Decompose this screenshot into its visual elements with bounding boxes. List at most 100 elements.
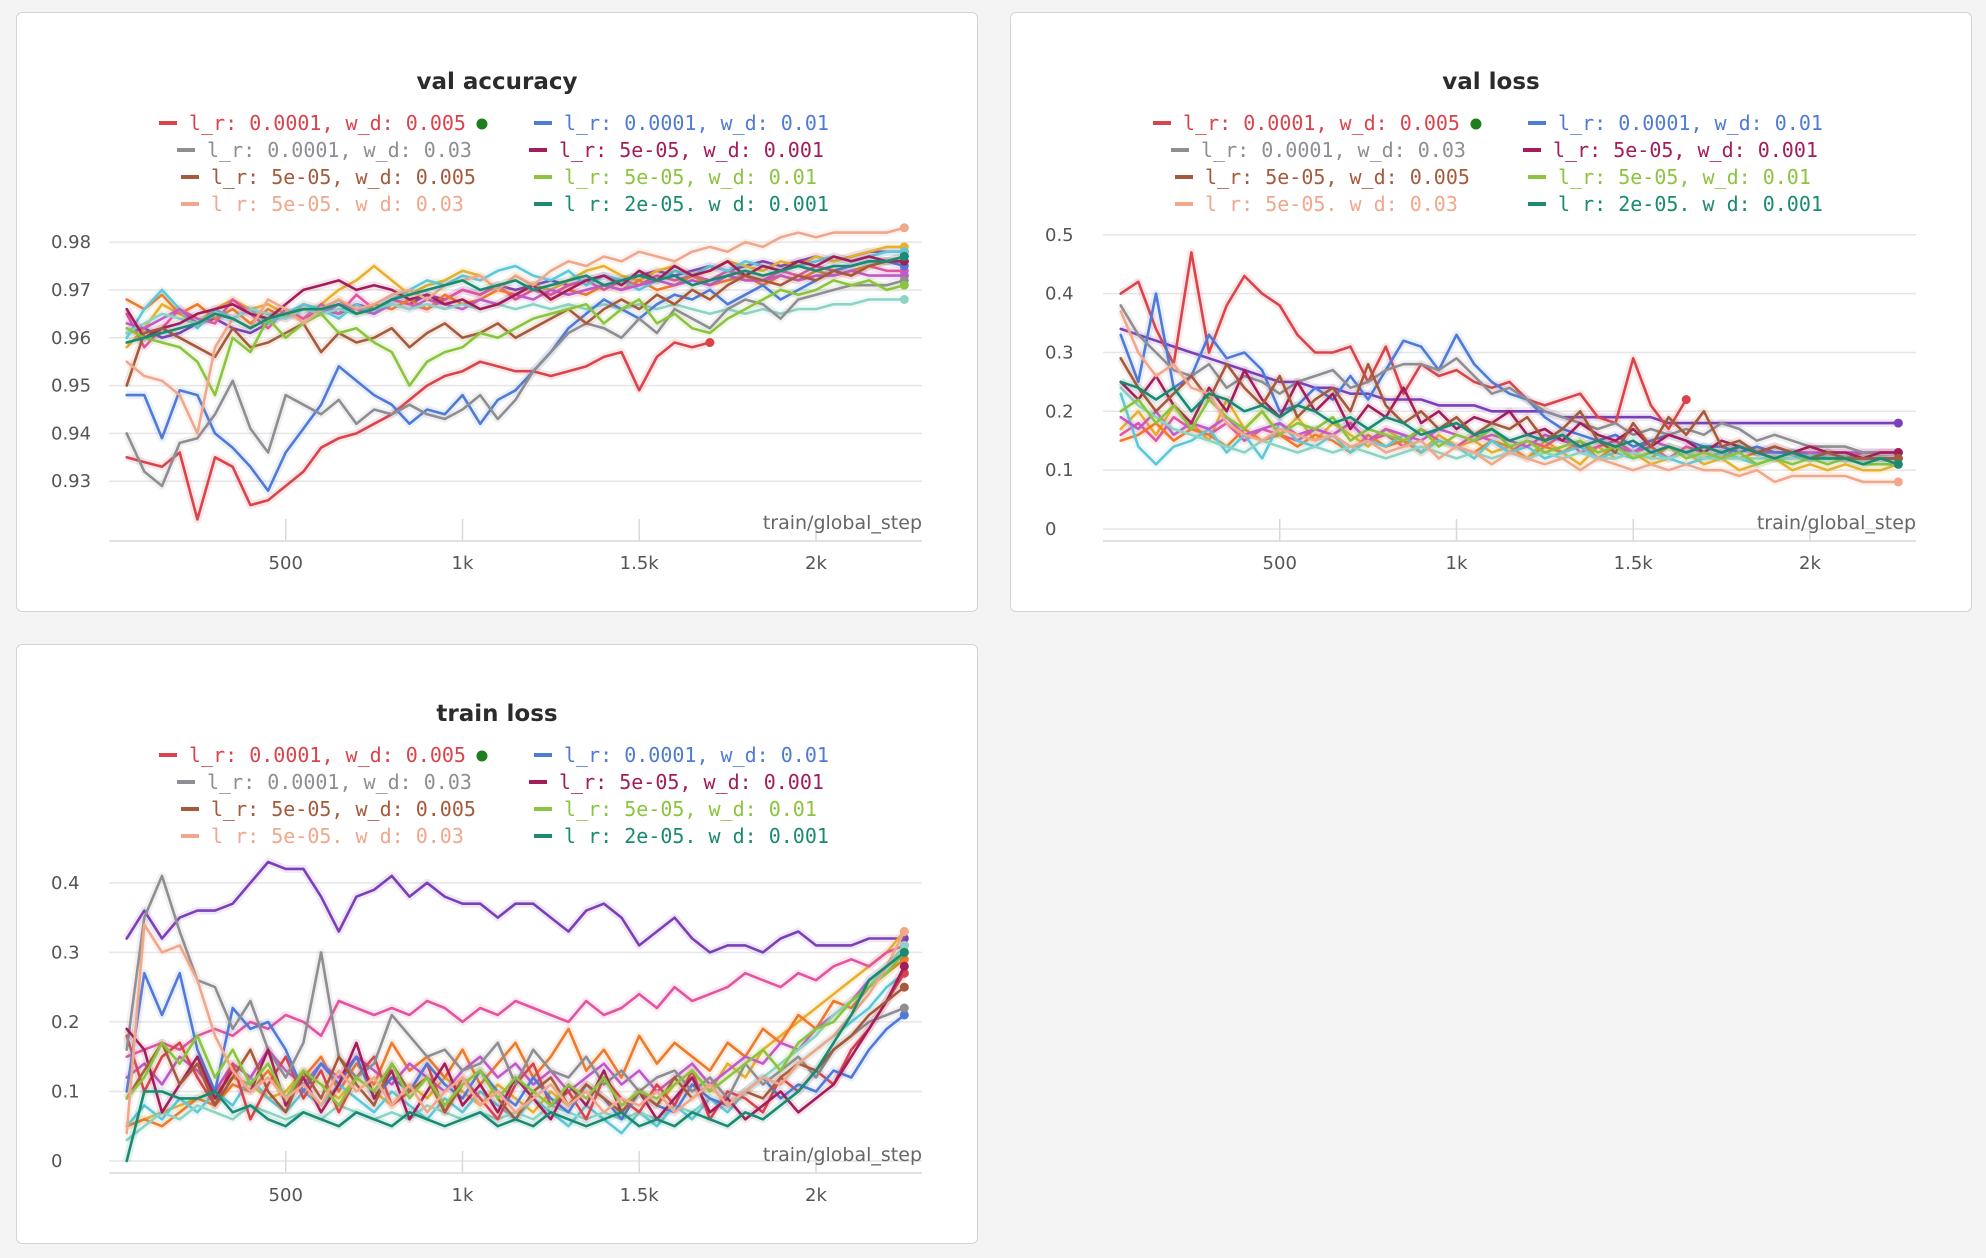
series-line[interactable]: [125, 971, 906, 1121]
y-tick-label: 0.96: [51, 328, 91, 349]
legend-item[interactable]: l_r: 5e-05, w_d: 0.01: [534, 165, 817, 189]
series-line[interactable]: [1119, 398, 1900, 466]
series-line[interactable]: [125, 341, 712, 521]
series-end-point: [1893, 418, 1903, 428]
series-line[interactable]: [1119, 292, 1900, 460]
legend-item[interactable]: l r: 2e-05. w d: 0.001: [534, 192, 829, 216]
chart-svg: val accuracy l_r: 0.0001, w_d: 0.005 l_r: …: [51, 69, 922, 574]
y-tick-label: 0.4: [51, 873, 80, 894]
series-line[interactable]: [125, 279, 906, 488]
y-tick-label: 0.1: [1045, 460, 1074, 481]
y-tick-label: 0.3: [51, 942, 80, 963]
chart-svg: val loss l_r: 0.0001, w_d: 0.005 l_r: 0.00…: [1045, 69, 1916, 574]
legend-item[interactable]: l_r: 0.0001, w_d: 0.01: [534, 743, 829, 767]
series-line[interactable]: [125, 226, 906, 435]
series-line[interactable]: [125, 255, 906, 344]
series-line[interactable]: [125, 255, 906, 340]
legend-item[interactable]: l_r: 5e-05, w_d: 0.005: [1175, 165, 1470, 189]
x-tick-label: 1.5k: [1614, 553, 1654, 574]
series-end-point: [705, 338, 715, 348]
series-end-point: [1893, 459, 1903, 469]
legend-item[interactable]: l_r: 5e-05, w_d: 0.001: [1523, 138, 1818, 162]
legend-item[interactable]: l_r: 0.0001, w_d: 0.03: [177, 138, 472, 162]
legend-item[interactable]: l_r: 5e-05, w_d: 0.01: [534, 797, 817, 821]
x-tick-label: 1.5k: [620, 1185, 660, 1206]
legend-label: l r: 5e-05. w d: 0.03: [211, 824, 464, 848]
series-line[interactable]: [125, 860, 906, 954]
series-line[interactable]: [125, 944, 906, 1059]
series-line[interactable]: [125, 255, 906, 387]
x-tick-label: 1k: [452, 553, 474, 574]
chart-title: train loss: [436, 701, 557, 727]
series-line[interactable]: [1119, 356, 1900, 460]
series-halo: [123, 858, 905, 957]
legend-item[interactable]: l r: 2e-05. w d: 0.001: [1528, 192, 1823, 216]
chart-title: val accuracy: [416, 69, 577, 95]
series-line[interactable]: [125, 951, 906, 1107]
series-end-point: [899, 1003, 909, 1013]
series-line[interactable]: [125, 951, 906, 1163]
legend-label: l_r: 0.0001, w_d: 0.01: [564, 111, 829, 135]
legend-label: l r: 2e-05. w d: 0.001: [564, 192, 829, 216]
series-end-point: [899, 223, 909, 233]
chart-panel-val-loss: val loss l_r: 0.0001, w_d: 0.005 l_r: 0.00…: [1010, 12, 1972, 612]
x-tick-label: 1k: [452, 1185, 474, 1206]
y-tick-label: 0.97: [51, 280, 91, 301]
x-tick-label: 500: [269, 553, 303, 574]
legend-active-dot: [476, 750, 488, 762]
x-tick-label: 500: [269, 1185, 303, 1206]
chart-svg: train loss l_r: 0.0001, w_d: 0.005 l_r: 0.…: [51, 701, 922, 1206]
legend-label: l_r: 5e-05, w_d: 0.005: [1205, 165, 1470, 189]
legend-item[interactable]: l_r: 0.0001, w_d: 0.03: [1171, 138, 1466, 162]
legend-item[interactable]: l_r: 0.0001, w_d: 0.01: [534, 111, 829, 135]
series-line[interactable]: [1119, 380, 1900, 466]
legend-item[interactable]: l_r: 0.0001, w_d: 0.01: [1528, 111, 1823, 135]
series-line[interactable]: [125, 930, 906, 1128]
legend-item[interactable]: l_r: 5e-05, w_d: 0.01: [1528, 165, 1811, 189]
legend-item[interactable]: l r: 2e-05. w d: 0.001: [534, 824, 829, 848]
series-end-point: [899, 947, 909, 957]
x-tick-label: 2k: [1799, 553, 1821, 574]
y-tick-label: 0.2: [51, 1012, 80, 1033]
y-tick-label: 0.4: [1045, 284, 1074, 305]
y-tick-label: 0.95: [51, 376, 91, 397]
series-end-point: [899, 940, 909, 950]
legend-item[interactable]: l_r: 5e-05, w_d: 0.001: [529, 770, 824, 794]
legend-item[interactable]: l r: 5e-05. w d: 0.03: [1175, 192, 1458, 216]
y-tick-label: 0.2: [1045, 401, 1074, 422]
series-end-point: [899, 961, 909, 971]
legend-item[interactable]: l_r: 0.0001, w_d: 0.03: [177, 770, 472, 794]
series-line[interactable]: [125, 260, 906, 493]
series-line[interactable]: [125, 874, 906, 1100]
legend-item[interactable]: l r: 5e-05. w d: 0.03: [181, 824, 464, 848]
x-axis-label: train/global_step: [763, 512, 922, 534]
legend-item[interactable]: l_r: 5e-05, w_d: 0.005: [181, 165, 476, 189]
legend-item[interactable]: l_r: 0.0001, w_d: 0.005: [159, 111, 488, 135]
legend-label: l_r: 5e-05, w_d: 0.005: [211, 165, 476, 189]
legend-label: l_r: 0.0001, w_d: 0.01: [1558, 111, 1823, 135]
y-tick-label: 0.5: [1045, 225, 1074, 246]
x-tick-label: 1k: [1446, 553, 1468, 574]
series-line[interactable]: [125, 951, 906, 1093]
legend-label: l_r: 5e-05, w_d: 0.01: [564, 165, 817, 189]
series-end-point: [899, 295, 909, 304]
series-end-point: [1893, 477, 1903, 487]
series-line[interactable]: [125, 923, 906, 1135]
legend-item[interactable]: l_r: 0.0001, w_d: 0.005: [159, 743, 488, 767]
series-line[interactable]: [125, 279, 906, 397]
series-line[interactable]: [1119, 309, 1900, 484]
legend-label: l_r: 5e-05, w_d: 0.001: [559, 138, 824, 162]
legend-label: l_r: 0.0001, w_d: 0.005: [1183, 111, 1460, 135]
series-end-point: [899, 982, 909, 992]
y-tick-label: 0: [1045, 519, 1056, 540]
legend-item[interactable]: l r: 5e-05. w d: 0.03: [181, 192, 464, 216]
x-axis-label: train/global_step: [1757, 512, 1916, 534]
series-line[interactable]: [1119, 251, 1688, 431]
legend-item[interactable]: l_r: 5e-05, w_d: 0.005: [181, 797, 476, 821]
legend-label: l_r: 0.0001, w_d: 0.03: [207, 770, 472, 794]
legend-item[interactable]: l_r: 5e-05, w_d: 0.001: [529, 138, 824, 162]
legend-label: l_r: 0.0001, w_d: 0.005: [189, 111, 466, 135]
legend-item[interactable]: l_r: 0.0001, w_d: 0.005: [1153, 111, 1482, 135]
x-tick-label: 2k: [805, 1185, 827, 1206]
y-tick-label: 0.93: [51, 471, 91, 492]
